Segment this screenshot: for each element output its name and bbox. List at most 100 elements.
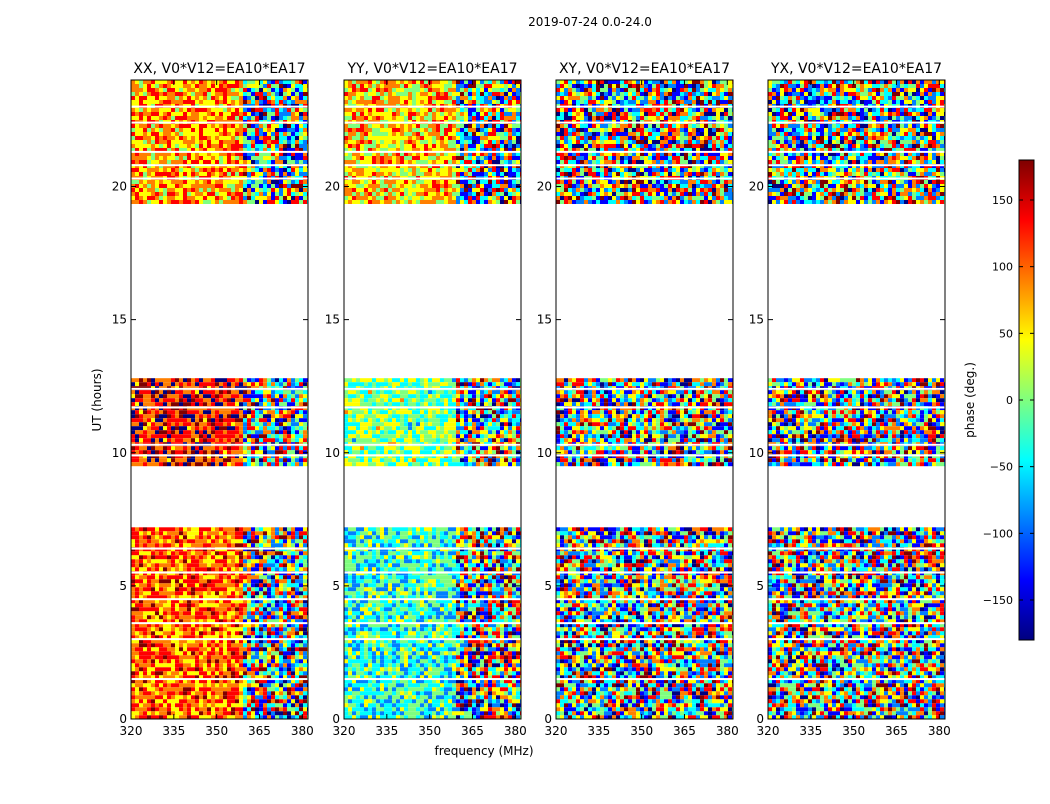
heat-cell [380, 543, 384, 547]
heat-cell [259, 543, 263, 547]
heat-cell [175, 579, 179, 583]
heat-cell [263, 603, 267, 607]
heat-cell [159, 196, 163, 200]
heat-cell [235, 615, 239, 619]
heat-cell [231, 92, 235, 96]
heat-cell [139, 136, 143, 140]
heat-cell [255, 422, 259, 426]
heat-cell [191, 402, 195, 406]
heat-cell [255, 567, 259, 571]
heat-cell [255, 667, 259, 671]
y-tick-label: 20 [112, 180, 127, 194]
heat-cell [199, 382, 203, 386]
heat-cell [215, 611, 219, 615]
heat-cell [183, 631, 187, 635]
heat-cell [235, 667, 239, 671]
heat-cell [207, 575, 211, 579]
heat-cell [243, 671, 247, 675]
heat-cell [231, 707, 235, 711]
heat-cell [448, 527, 452, 531]
heat-cell [183, 587, 187, 591]
heat-cell [139, 156, 143, 160]
heat-cell [279, 434, 283, 438]
heat-cell [275, 663, 279, 667]
heat-cell [159, 539, 163, 543]
heat-cell [279, 535, 283, 539]
heat-cell [295, 410, 299, 414]
heat-cell [227, 539, 231, 543]
heat-cell [143, 382, 147, 386]
heat-cell [275, 543, 279, 547]
heat-cell [199, 430, 203, 434]
heat-cell [139, 438, 143, 442]
heat-cell [251, 80, 255, 84]
heat-cell [195, 707, 199, 711]
heat-cell [231, 458, 235, 462]
heat-cell [452, 559, 456, 563]
heat-cell [283, 531, 287, 535]
heat-cell [135, 438, 139, 442]
heat-cell [187, 583, 191, 587]
heat-cell [175, 434, 179, 438]
heat-cell [295, 647, 299, 651]
heat-cell [279, 446, 283, 450]
heat-cell [215, 691, 219, 695]
heat-cell [223, 410, 227, 414]
heat-cell [135, 671, 139, 675]
heat-cell [295, 92, 299, 96]
heat-cell [203, 108, 207, 112]
heat-cell [139, 434, 143, 438]
heat-cell [215, 422, 219, 426]
heat-cell [223, 611, 227, 615]
heat-cell [416, 543, 420, 547]
heat-cell [291, 543, 295, 547]
heat-cell [291, 430, 295, 434]
heat-cell [163, 527, 167, 531]
heat-cell [251, 527, 255, 531]
heat-cell [299, 184, 303, 188]
heat-cell [472, 531, 476, 535]
heat-cell [163, 172, 167, 176]
heat-cell [279, 116, 283, 120]
heat-cell [484, 555, 488, 559]
heat-cell [199, 180, 203, 184]
heat-cell [259, 188, 263, 192]
heat-cell [299, 382, 303, 386]
heat-cell [167, 559, 171, 563]
heat-cell [231, 188, 235, 192]
heat-cell [147, 188, 151, 192]
heat-cell [251, 422, 255, 426]
heat-cell [231, 430, 235, 434]
heat-cell [175, 615, 179, 619]
heat-cell [275, 446, 279, 450]
heat-cell [227, 156, 231, 160]
heat-cell [175, 683, 179, 687]
heat-cell [267, 402, 271, 406]
heat-cell [279, 156, 283, 160]
heat-cell [187, 128, 191, 132]
heat-cell [211, 96, 215, 100]
heat-cell [436, 539, 440, 543]
heat-cell [195, 559, 199, 563]
heat-cell [283, 543, 287, 547]
heat-cell [203, 647, 207, 651]
heat-cell [251, 418, 255, 422]
heat-cell [291, 426, 295, 430]
heat-cell [179, 563, 183, 567]
heat-cell [223, 603, 227, 607]
heat-cell [171, 543, 175, 547]
heat-cell [295, 402, 299, 406]
heat-cell [179, 116, 183, 120]
heat-cell [131, 691, 135, 695]
heat-cell [163, 611, 167, 615]
heat-cell [456, 539, 460, 543]
heat-cell [251, 555, 255, 559]
heat-cell [183, 116, 187, 120]
heat-cell [380, 535, 384, 539]
heat-cell [432, 559, 436, 563]
heat-cell [151, 458, 155, 462]
heat-cell [508, 543, 512, 547]
heat-cell [235, 92, 239, 96]
heat-cell [147, 667, 151, 671]
heat-cell [155, 667, 159, 671]
